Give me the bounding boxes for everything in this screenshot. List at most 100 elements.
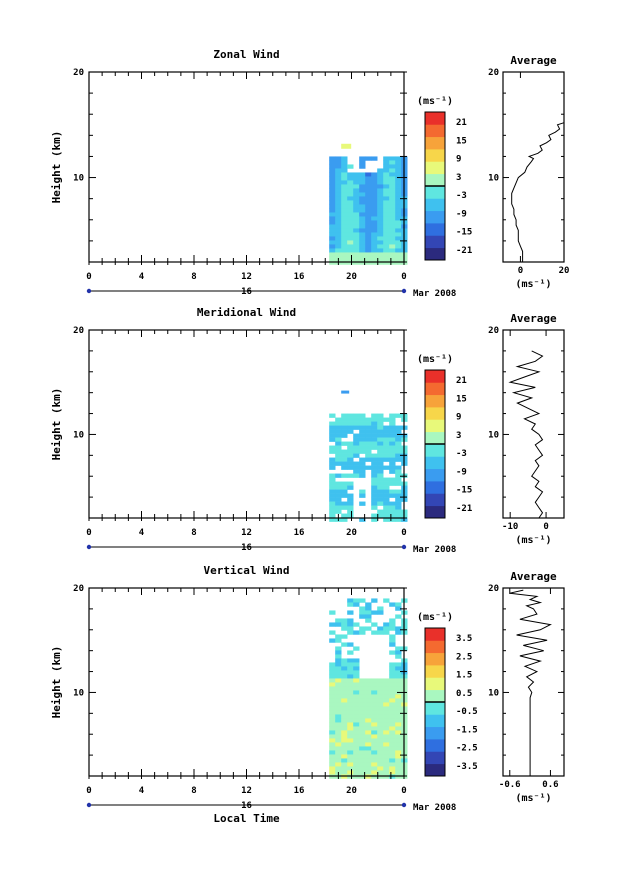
colorbar-swatch [425, 210, 445, 224]
heatmap-cell [329, 694, 336, 699]
heatmap-cell [347, 445, 354, 450]
colorbar-tick-label: -9 [456, 209, 467, 219]
x-tick-label: 4 [139, 272, 145, 282]
heatmap-cell [383, 457, 390, 462]
heatmap-cell [395, 493, 402, 498]
heatmap-cell [395, 256, 402, 261]
heatmap-cell [395, 742, 402, 747]
heatmap-cell [371, 252, 378, 257]
heatmap-cell [341, 690, 348, 695]
heatmap-cell [335, 196, 342, 201]
heatmap-cell [353, 662, 360, 667]
heatmap-cell [347, 678, 354, 683]
heatmap-cell [389, 437, 396, 442]
heatmap-cell [395, 240, 402, 245]
heatmap-cell [335, 240, 342, 245]
heatmap-cell [371, 622, 378, 627]
heatmap-cell [389, 726, 396, 731]
heatmap-cell [359, 188, 366, 193]
heatmap-cell [329, 509, 336, 514]
heatmap-cell [383, 208, 390, 213]
heatmap-cell [389, 204, 396, 209]
x-axis-label: Local Time [213, 812, 280, 825]
heatmap-cell [365, 750, 372, 755]
heatmap-cell [377, 485, 384, 490]
heatmap-cell [341, 160, 348, 165]
heatmap-cell [383, 481, 390, 486]
colorbar-swatch [425, 640, 445, 654]
heatmap-cell [359, 678, 366, 683]
heatmap-cell [371, 722, 378, 727]
heatmap-cell [359, 742, 366, 747]
heatmap-cell [347, 730, 354, 735]
heatmap-cell [395, 457, 402, 462]
heatmap-cell [371, 730, 378, 735]
heatmap-cell [329, 485, 336, 490]
heatmap-cell [389, 702, 396, 707]
heatmap-cell [395, 686, 402, 691]
heatmap-cell [353, 248, 360, 253]
heatmap-cell [329, 445, 336, 450]
heatmap-cell [353, 738, 360, 743]
heatmap-cell [377, 630, 384, 635]
heatmap-cell [365, 722, 372, 727]
heatmap-cell [371, 517, 378, 522]
colorbar: (ms⁻¹) 21 15 9 3 -3 -9 -15 -21 [417, 354, 472, 519]
heatmap-cell [347, 421, 354, 426]
heatmap-cell [329, 702, 336, 707]
heatmap-cell [347, 766, 354, 771]
heatmap-cell [359, 413, 366, 418]
heatmap-cell [377, 714, 384, 719]
heatmap-cell [365, 208, 372, 213]
heatmap-cell [359, 172, 366, 177]
heatmap-cell [371, 453, 378, 458]
heatmap-cell [329, 638, 336, 643]
heatmap-cell [395, 224, 402, 229]
heatmap-cell [347, 630, 354, 635]
heatmap-cell [383, 172, 390, 177]
heatmap-cell [371, 758, 378, 763]
heatmap-cell [341, 212, 348, 217]
heatmap-cell [383, 212, 390, 217]
heatmap-cell [395, 766, 402, 771]
heatmap-cell [389, 742, 396, 747]
heatmap-cells [329, 390, 408, 522]
heatmap-cell [335, 634, 342, 639]
heatmap-cell [359, 501, 366, 506]
heatmap-cell [341, 252, 348, 257]
heatmap-cell [335, 654, 342, 659]
heatmap-cell [395, 501, 402, 506]
heatmap-cell [383, 682, 390, 687]
heatmap-cell [329, 188, 336, 193]
heatmap-cell [353, 228, 360, 233]
x-tick-label: -10 [502, 522, 518, 532]
heatmap-cell [377, 746, 384, 751]
heatmap-cell [341, 228, 348, 233]
y-tick-label: 10 [73, 430, 84, 440]
heatmap-cell [371, 694, 378, 699]
heatmap-cell [377, 256, 384, 261]
heatmap-cell [341, 465, 348, 470]
heatmap-cell [335, 244, 342, 249]
heatmap-cell [341, 670, 348, 675]
heatmap-cell [383, 738, 390, 743]
heatmap-cell [389, 445, 396, 450]
heatmap-cell [353, 710, 360, 715]
colorbar-tick-label: 3.5 [456, 634, 472, 644]
heatmap-cell [329, 465, 336, 470]
heatmap-cell [341, 168, 348, 173]
heatmap-cell [377, 770, 384, 775]
heatmap-cell [383, 509, 390, 514]
heatmap-cell [395, 252, 402, 257]
heatmap-cell [341, 505, 348, 510]
heatmap-cell [377, 690, 384, 695]
colorbar-tick-label: -3.5 [456, 762, 478, 772]
heatmap-cell [353, 469, 360, 474]
heatmap-cell [353, 224, 360, 229]
heatmap-cell [371, 485, 378, 490]
heatmap-cell [341, 678, 348, 683]
heatmap-cell [353, 417, 360, 422]
heatmap-cell [395, 188, 402, 193]
heatmap-cell [377, 461, 384, 466]
heatmap-cell [347, 481, 354, 486]
